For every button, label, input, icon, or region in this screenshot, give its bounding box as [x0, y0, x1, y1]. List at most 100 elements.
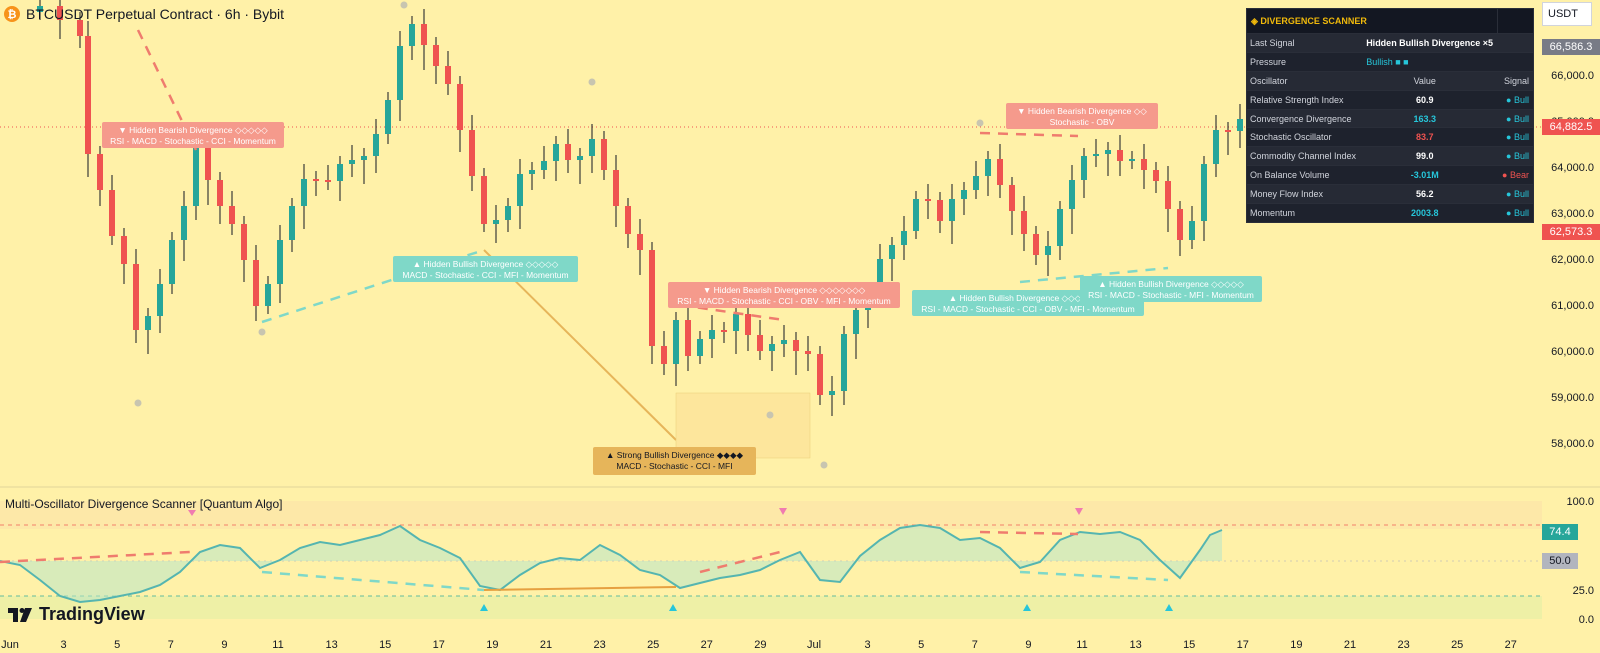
time-tick-label: 21: [540, 639, 552, 651]
label-detail: MACD - Stochastic - CCI - MFI - Momentum: [402, 270, 568, 280]
label-detail: RSI - MACD - Stochastic - CCI - Momentum: [110, 136, 276, 146]
scanner-oscillator-row: On Balance Volume -3.01M ● Bear: [1247, 165, 1533, 184]
bull-candle: [553, 144, 559, 161]
bear-candle: [229, 206, 235, 224]
bear-signal-triangle: [1075, 508, 1083, 515]
time-tick-label: 25: [1451, 639, 1463, 651]
oscillator-name: Convergence Divergence: [1250, 113, 1352, 124]
bear-candle: [313, 179, 319, 181]
time-tick-label: 27: [1505, 639, 1517, 651]
price-tick-label: 60,000.0: [1551, 346, 1594, 358]
bear-candle: [469, 130, 475, 176]
bull-divergence-label: ▲ Hidden Bullish Divergence ◇◇◇◇◇MACD - …: [393, 256, 578, 282]
bull-candle: [373, 134, 379, 156]
scanner-column-header-row: Oscillator Value Signal: [1247, 70, 1533, 90]
bear-candle: [77, 20, 83, 36]
bear-candle: [325, 180, 331, 182]
oscillator-signal: ● Bull: [1506, 151, 1529, 162]
time-tick-label: 5: [114, 639, 120, 651]
symbol-header[interactable]: ₿ BTCUSDT Perpetual Contract · 6h · Bybi…: [4, 4, 284, 24]
bear-candle: [433, 45, 439, 66]
oscillator-signal: ● Bull: [1506, 189, 1529, 200]
signal-triangles: [188, 508, 1173, 611]
strong-divergence-label: ▲ Strong Bullish Divergence ◆◆◆◆MACD - S…: [593, 447, 756, 475]
scanner-oscillator-row: Momentum 2003.8 ● Bull: [1247, 203, 1533, 222]
bear-candle: [205, 144, 211, 180]
col-signal: Signal: [1503, 75, 1529, 86]
time-tick-label: 29: [754, 639, 766, 651]
oscillator-name: On Balance Volume: [1250, 170, 1330, 181]
bull-candle: [901, 231, 907, 245]
bull-candle: [589, 139, 595, 156]
bull-candle: [841, 334, 847, 391]
bull-signal-triangle: [480, 604, 488, 611]
bull-signal-triangle: [669, 604, 677, 611]
time-tick-label: 5: [918, 639, 924, 651]
bull-candle: [193, 144, 199, 206]
time-tick-label: 17: [1237, 639, 1249, 651]
currency-selector[interactable]: USDT: [1542, 2, 1592, 26]
bear-candle: [997, 159, 1003, 185]
time-tick-label: 7: [972, 639, 978, 651]
bear-divergence-label: ▼ Hidden Bearish Divergence ◇◇◇◇◇RSI - M…: [102, 122, 284, 148]
price-tag: 62,573.3: [1542, 224, 1600, 240]
tradingview-logo[interactable]: TradingView: [8, 604, 145, 625]
time-tick-label: Jul: [807, 639, 821, 651]
bear-candle: [685, 320, 691, 356]
bear-candle: [661, 346, 667, 364]
bull-candle: [1237, 119, 1243, 131]
bear-candle: [721, 330, 727, 332]
bull-candle: [889, 245, 895, 259]
label-title: ▲ Hidden Bullish Divergence ◇◇◇◇◇: [413, 259, 559, 269]
bear-candle: [1141, 159, 1147, 170]
oscillator-name: Commodity Channel Index: [1250, 151, 1357, 162]
price-tick-label: 59,000.0: [1551, 392, 1594, 404]
osc-tick-label: 100.0: [1566, 496, 1594, 508]
bear-candle: [1009, 185, 1015, 211]
price-axis: 66,000.065,000.064,000.063,000.062,000.0…: [1551, 70, 1594, 450]
bear-divergence-label: ▼ Hidden Bearish Divergence ◇◇Stochastic…: [1006, 103, 1158, 129]
bull-candle: [493, 220, 499, 224]
bull-candle: [361, 156, 367, 160]
bear-candle: [1117, 150, 1123, 161]
bull-candle: [1045, 246, 1051, 255]
oscillator-name: Money Flow Index: [1250, 189, 1324, 200]
bear-candle: [457, 84, 463, 130]
pivot-dot: [400, 1, 408, 9]
bull-candle: [145, 316, 151, 330]
bull-candle: [709, 330, 715, 339]
oscillator-value: 2003.8: [1410, 207, 1439, 218]
last-signal-value: Hidden Bullish Divergence ×5: [1366, 37, 1493, 48]
bear-candle: [817, 354, 823, 395]
indicator-title: Multi-Oscillator Divergence Scanner [Qua…: [5, 497, 283, 511]
label-box: [1006, 103, 1158, 129]
bear-candle: [445, 66, 451, 84]
bear-candle: [745, 314, 751, 335]
time-tick-label: 7: [168, 639, 174, 651]
bull-candle: [769, 344, 775, 351]
oscillator-fill: [0, 525, 1222, 602]
oscillator-signal: ● Bull: [1506, 132, 1529, 143]
bull-candle: [301, 179, 307, 206]
label-detail: RSI - MACD - Stochastic - CCI - OBV - MF…: [677, 296, 890, 306]
time-tick-label: 27: [701, 639, 713, 651]
oscillator-name: Stochastic Oscillator: [1250, 132, 1332, 143]
oscillator-signal: ● Bull: [1506, 113, 1529, 124]
osc-tick-label: 25.0: [1573, 585, 1594, 597]
bull-candle: [517, 174, 523, 206]
time-tick-label: 25: [647, 639, 659, 651]
bull-candle: [1189, 221, 1195, 240]
bear-candle: [1177, 209, 1183, 240]
divergence-scanner-table: ◈ DIVERGENCE SCANNER Last Signal Hidden …: [1246, 8, 1534, 223]
bull-candle: [973, 176, 979, 190]
bear-candle: [1033, 234, 1039, 255]
bear-candle: [625, 206, 631, 234]
time-tick-label: 19: [1290, 639, 1302, 651]
bear-candle: [805, 351, 811, 354]
bear-candle: [57, 6, 63, 20]
bear-candle: [85, 36, 91, 154]
label-title: ▲ Hidden Bullish Divergence ◇◇◇◇◇: [1098, 279, 1244, 289]
symbol-title: BTCUSDT Perpetual Contract · 6h · Bybit: [26, 6, 285, 22]
pivot-dot: [588, 78, 596, 86]
